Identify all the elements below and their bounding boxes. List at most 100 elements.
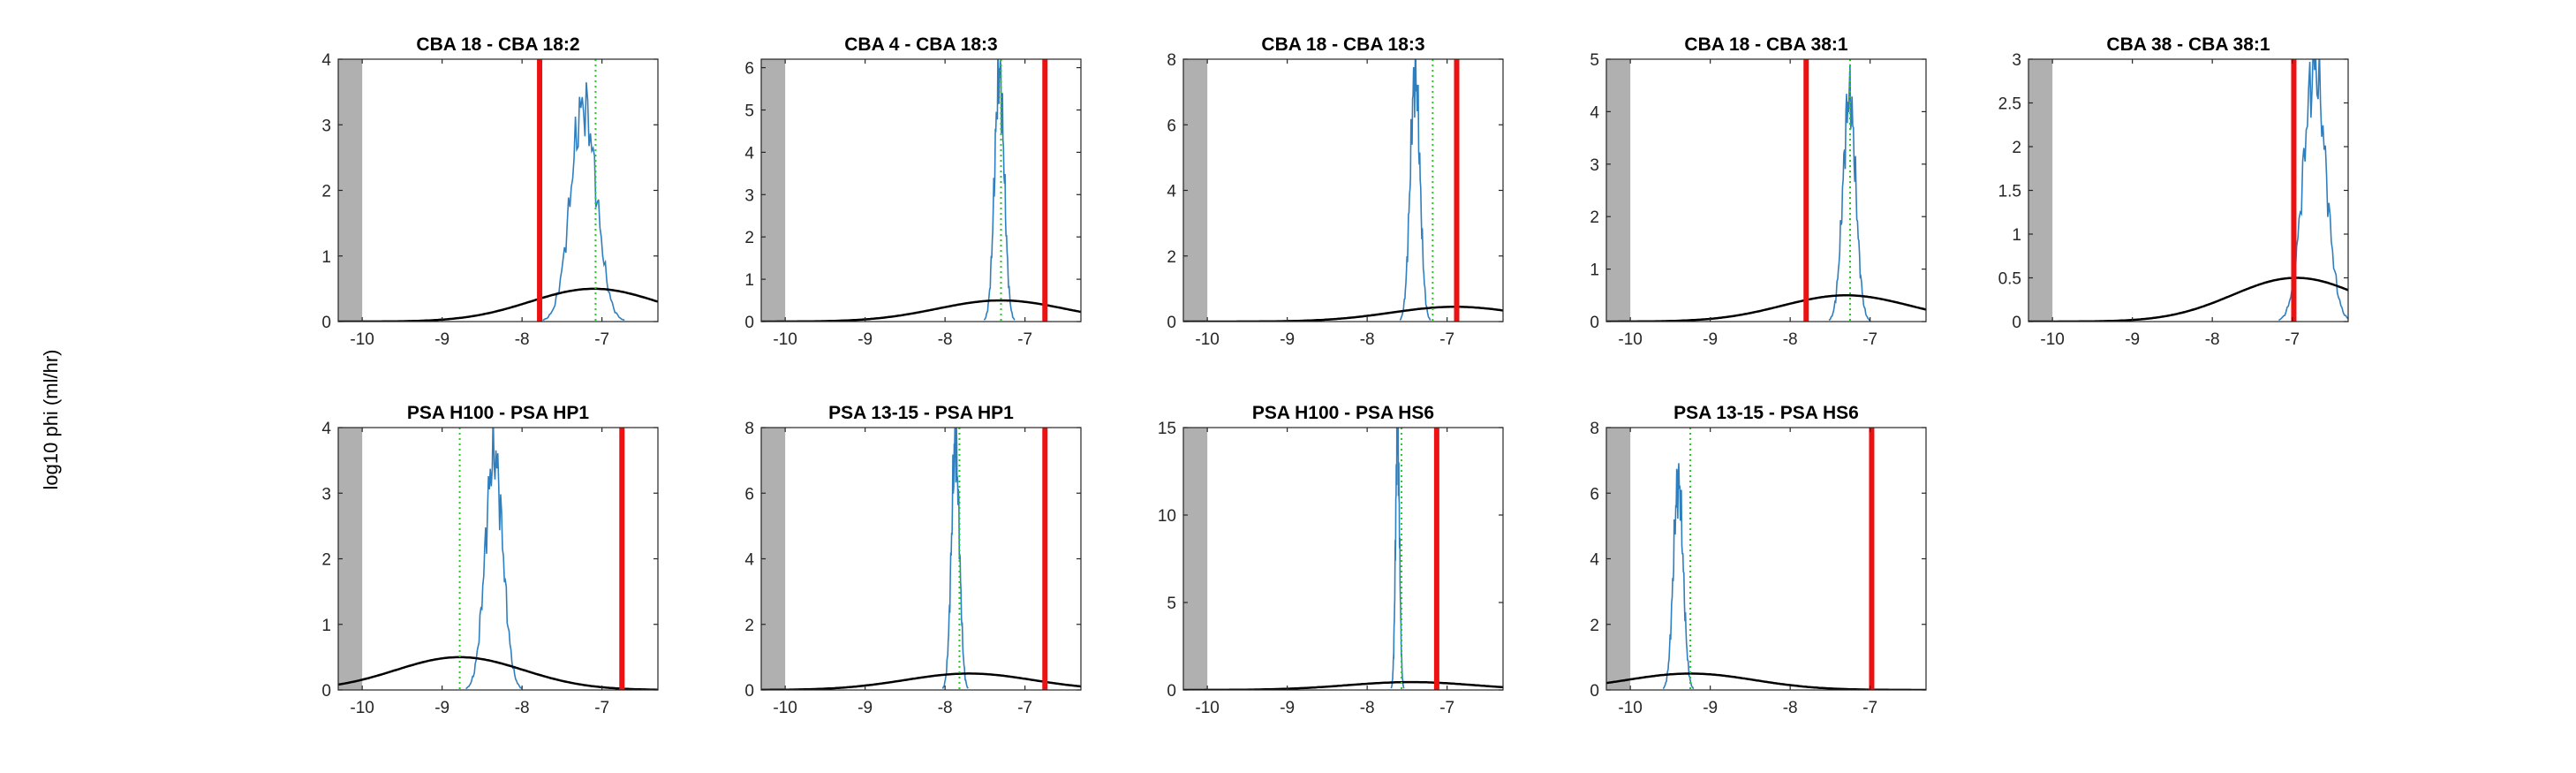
y-tick-label: 2 <box>321 183 331 201</box>
x-tick-label: -9 <box>1280 330 1295 349</box>
posterior-histogram <box>1399 59 1432 321</box>
x-tick-label: -9 <box>1280 699 1295 717</box>
y-tick-label: 0 <box>321 682 331 701</box>
chart-title: PSA 13-15 - PSA HP1 <box>828 403 1014 423</box>
y-tick-label: 6 <box>1167 117 1176 135</box>
x-tick-label: -9 <box>1703 699 1718 717</box>
x-tick-label: -8 <box>515 699 530 717</box>
plot-area <box>2028 59 2348 322</box>
plot-area <box>1183 59 1503 322</box>
y-tick-label: 4 <box>1590 103 1599 122</box>
y-tick-label: 0 <box>744 314 754 332</box>
posterior-histogram <box>2278 59 2348 322</box>
x-tick-label: -9 <box>434 699 449 717</box>
x-tick-label: -10 <box>1195 330 1219 349</box>
chart-title: PSA H100 - PSA HP1 <box>407 403 590 423</box>
x-tick-label: -9 <box>434 330 449 349</box>
x-tick-label: -7 <box>1017 699 1032 717</box>
chart-panel-7: -10 -9 -8 -7 0 2 4 6 8 PSA 13-15 - PSA HP1 <box>744 403 1082 717</box>
chart-title: CBA 4 - CBA 18:3 <box>844 34 997 55</box>
y-tick-label: 2 <box>2012 139 2021 157</box>
y-tick-label: 1 <box>744 271 754 290</box>
chart-panel-8: -10 -9 -8 -7 0 5 10 15 PSA H100 - PSA HS6 <box>1158 403 1504 717</box>
posterior-histogram <box>941 428 969 689</box>
shaded-region <box>1606 59 1631 322</box>
y-tick-label: 8 <box>744 420 754 438</box>
y-tick-label: 4 <box>744 144 754 163</box>
plot-content <box>338 428 658 690</box>
x-tick-label: -7 <box>1862 330 1877 349</box>
y-tick-label: 0 <box>744 682 754 701</box>
y-tick-label: 3 <box>1590 156 1599 175</box>
plot-area <box>1606 59 1926 322</box>
posterior-histogram <box>1662 463 1695 690</box>
y-tick-label: 5 <box>1590 51 1599 70</box>
plot-area <box>761 428 1081 690</box>
y-tick-label: 0 <box>1590 682 1599 701</box>
chart-title: CBA 18 - CBA 18:3 <box>1261 34 1424 55</box>
y-tick-label: 1 <box>2012 226 2021 245</box>
x-tick-label: -7 <box>594 699 609 717</box>
x-tick-label: -9 <box>857 699 873 717</box>
chart-panel-9: -10 -9 -8 -7 0 2 4 6 8 PSA 13-15 - PSA HS6 <box>1590 403 1927 717</box>
x-tick-label: -9 <box>857 330 873 349</box>
y-tick-label: 10 <box>1158 507 1176 526</box>
y-tick-label: 2.5 <box>1998 95 2021 114</box>
chart-panel-5: -10 -9 -8 -7 0 0.5 1 1.5 2 2.5 3 CBA 38 - CBA 38:1 <box>1998 34 2349 349</box>
x-tick-label: -9 <box>1703 330 1718 349</box>
y-tick-label: 1.5 <box>1998 183 2021 201</box>
plot-content <box>2028 59 2348 322</box>
x-tick-label: -7 <box>2285 330 2300 349</box>
x-tick-label: -10 <box>1195 699 1219 717</box>
x-tick-label: -8 <box>1783 330 1798 349</box>
x-tick-label: -8 <box>515 330 530 349</box>
x-tick-label: -9 <box>2125 330 2140 349</box>
chart-title: PSA H100 - PSA HS6 <box>1252 403 1434 423</box>
x-tick-label: -7 <box>594 330 609 349</box>
chart-panel-2: -10 -9 -8 -7 0 1 2 3 4 5 6 CBA 4 - CBA 18:3 <box>744 34 1082 349</box>
y-tick-label: 0.5 <box>1998 270 2021 289</box>
y-tick-label: 15 <box>1158 420 1176 438</box>
y-tick-label: 0 <box>1590 314 1599 332</box>
y-tick-label: 0 <box>321 314 331 332</box>
y-tick-label: 1 <box>321 617 331 635</box>
y-tick-label: 4 <box>744 551 754 570</box>
posterior-histogram <box>542 82 625 322</box>
y-tick-label: 3 <box>744 186 754 205</box>
y-tick-label: 3 <box>321 485 331 504</box>
posterior-histogram <box>983 59 1016 321</box>
y-tick-label: 6 <box>1590 485 1599 504</box>
y-tick-label: 0 <box>2012 314 2021 332</box>
posterior-histogram <box>465 428 523 690</box>
axes-frame <box>760 58 1082 322</box>
posterior-histogram <box>1828 64 1870 322</box>
chart-title: CBA 38 - CBA 38:1 <box>2106 34 2270 55</box>
y-tick-label: 2 <box>1167 248 1176 267</box>
x-tick-label: -8 <box>2205 330 2220 349</box>
chart-panel-3: -10 -9 -8 -7 0 2 4 6 8 CBA 18 - CBA 18:3 <box>1167 34 1504 349</box>
plot-content <box>1183 428 1503 690</box>
axes-frame <box>1605 58 1927 322</box>
y-tick-label: 2 <box>321 551 331 570</box>
y-tick-label: 0 <box>1167 682 1176 701</box>
x-tick-label: -10 <box>1618 699 1642 717</box>
plot-area <box>338 59 658 322</box>
y-tick-label: 4 <box>321 420 331 438</box>
x-tick-label: -8 <box>938 699 953 717</box>
y-tick-label: 5 <box>744 102 754 120</box>
y-tick-label: 2 <box>744 617 754 635</box>
x-tick-label: -7 <box>1439 699 1454 717</box>
y-tick-label: 6 <box>744 485 754 504</box>
x-tick-label: -10 <box>350 699 374 717</box>
x-tick-label: -7 <box>1439 330 1454 349</box>
y-tick-label: 0 <box>1167 314 1176 332</box>
chart-title: CBA 18 - CBA 18:2 <box>416 34 579 55</box>
y-tick-label: 2 <box>1590 617 1599 635</box>
y-tick-label: 2 <box>1590 208 1599 227</box>
y-tick-label: 6 <box>744 60 754 79</box>
shaded-region <box>1183 428 1208 690</box>
y-tick-label: 3 <box>2012 51 2021 70</box>
prior-curve <box>338 656 658 690</box>
x-tick-label: -7 <box>1862 699 1877 717</box>
